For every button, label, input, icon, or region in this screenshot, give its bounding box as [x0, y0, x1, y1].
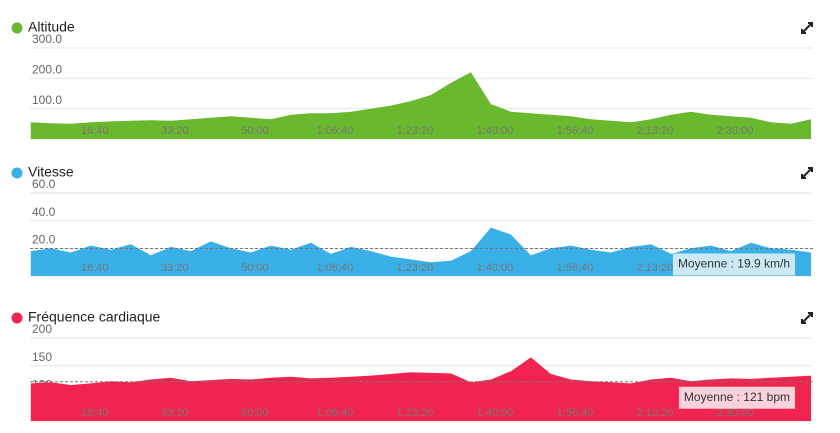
average-badge-bg	[672, 253, 795, 276]
x-tick-label: 1:40:00	[477, 407, 514, 419]
legend-dot	[11, 167, 23, 179]
y-tick-label: 300.0	[32, 32, 62, 46]
x-tick-label: 1:06:40	[317, 407, 354, 419]
x-tick-label: 16:40	[81, 125, 109, 137]
legend-dot	[11, 312, 23, 324]
chart-title: Fréquence cardiaque	[28, 309, 161, 325]
chart-title: Altitude	[28, 19, 75, 35]
x-tick-label: 33:20	[161, 262, 189, 274]
x-tick-label: 33:20	[161, 407, 189, 419]
x-tick-label: 50:00	[241, 125, 269, 137]
y-tick-label: 200	[32, 322, 52, 336]
x-tick-label: 1:40:00	[477, 125, 514, 137]
area	[30, 357, 812, 421]
average-badge: Moyenne : 19.9 km/h	[672, 253, 795, 276]
y-tick-label: 60.0	[32, 177, 56, 191]
chart-title: Vitesse	[28, 164, 74, 180]
x-tick-label: 1:06:40	[317, 262, 354, 274]
average-badge: Moyenne : 121 bpm	[678, 386, 795, 409]
x-tick-label: 50:00	[241, 407, 269, 419]
legend-dot	[11, 22, 23, 34]
x-tick-label: 1:23:20	[397, 407, 434, 419]
x-tick-label: 2:30:00	[717, 125, 754, 137]
y-tick-label: 150	[32, 350, 52, 364]
y-tick-label: 100.0	[32, 93, 62, 107]
x-tick-label: 2:13:20	[637, 262, 674, 274]
x-tick-label: 1:06:40	[317, 125, 354, 137]
x-tick-label: 16:40	[81, 407, 109, 419]
x-tick-label: 50:00	[241, 262, 269, 274]
x-tick-label: 1:56:40	[557, 125, 594, 137]
average-label: Moyenne : 19.9 km/h	[678, 257, 790, 271]
x-tick-label: 1:40:00	[477, 262, 514, 274]
expand-icon[interactable]	[801, 22, 813, 324]
x-tick-label: 2:13:20	[637, 125, 674, 137]
y-tick-label: 40.0	[32, 205, 56, 219]
x-tick-label: 16:40	[81, 262, 109, 274]
x-tick-label: 1:23:20	[397, 125, 434, 137]
x-tick-label: 1:23:20	[397, 262, 434, 274]
x-tick-label: 2:30:00	[717, 407, 754, 419]
average-badge-bg	[678, 386, 795, 409]
area	[30, 72, 812, 139]
x-tick-label: 1:56:40	[557, 407, 594, 419]
x-tick-label: 33:20	[161, 125, 189, 137]
y-tick-label: 20.0	[32, 233, 56, 247]
average-label: Moyenne : 121 bpm	[684, 390, 790, 404]
x-tick-label: 2:13:20	[637, 407, 674, 419]
x-tick-label: 1:56:40	[557, 262, 594, 274]
area	[30, 227, 812, 276]
y-tick-label: 200.0	[32, 63, 62, 77]
